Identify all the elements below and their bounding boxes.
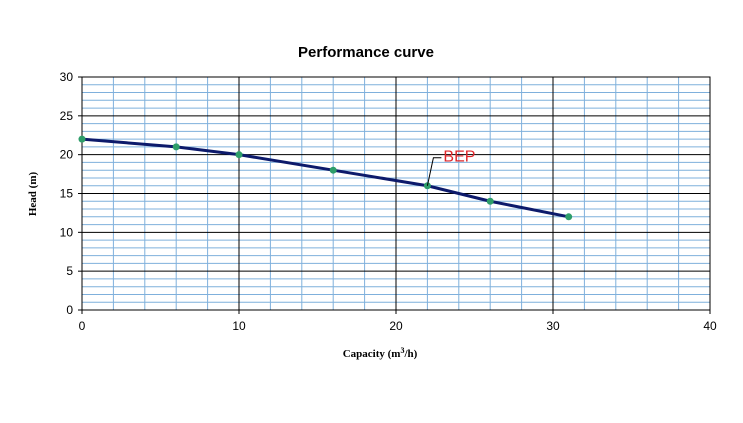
y-tick-label: 25: [60, 109, 74, 123]
x-tick-label: 10: [232, 319, 246, 333]
series: [78, 135, 573, 221]
axes: 0 10 20 30 40 0 5 10 15 20 25 30: [60, 70, 717, 333]
annotations: BEP: [426, 149, 475, 186]
grid: [81, 76, 711, 311]
x-axis-label: Capacity (m3/h): [343, 346, 418, 361]
chart-title: Performance curve: [298, 44, 434, 61]
x-tick-label: 20: [389, 319, 403, 333]
x-tick-label: 0: [79, 319, 86, 333]
y-tick-label: 30: [60, 70, 74, 84]
data-point: [78, 135, 86, 143]
x-tick-label: 30: [546, 319, 560, 333]
data-point: [172, 143, 180, 151]
y-axis-label: Head (m): [27, 172, 39, 217]
bep-label: BEP: [443, 149, 475, 166]
x-tick-label: 40: [703, 319, 717, 333]
data-point: [486, 197, 494, 205]
data-point: [235, 151, 243, 159]
y-tick-label: 20: [60, 148, 74, 162]
y-tick-label: 0: [66, 303, 73, 317]
y-tick-label: 10: [60, 225, 74, 239]
bep-leader-line: [426, 157, 442, 186]
data-point: [565, 213, 573, 221]
y-tick-label: 15: [60, 187, 74, 201]
data-point: [329, 166, 337, 174]
y-tick-label: 5: [66, 264, 73, 278]
